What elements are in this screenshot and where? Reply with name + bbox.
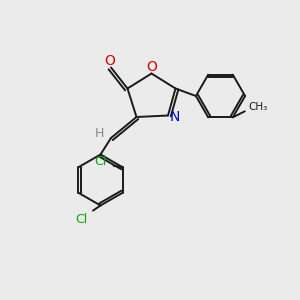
- Text: O: O: [104, 54, 115, 68]
- Text: H: H: [94, 127, 104, 140]
- Text: O: O: [146, 60, 157, 74]
- Text: CH₃: CH₃: [248, 102, 267, 112]
- Text: Cl: Cl: [94, 155, 107, 168]
- Text: Cl: Cl: [76, 213, 88, 226]
- Text: N: N: [169, 110, 180, 124]
